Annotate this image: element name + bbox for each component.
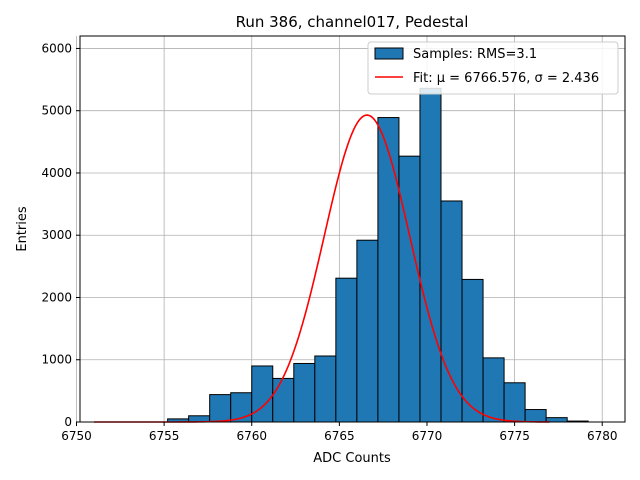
histogram-bar (398, 155, 421, 423)
histogram-bar (503, 382, 526, 423)
histogram-bar (440, 200, 463, 423)
plot-frame (79, 35, 626, 423)
y-tick-label: 1000 (41, 353, 72, 367)
x-tick-label: 6760 (236, 429, 267, 443)
legend-fit-label: Fit: μ = 6766.576, σ = 2.436 (413, 71, 599, 86)
x-tick-label: 6750 (61, 429, 92, 443)
histogram-bar (335, 277, 358, 423)
histogram-bar (293, 362, 316, 423)
histogram-bars (167, 87, 589, 423)
y-tick-label: 3000 (41, 228, 72, 242)
histogram-bar (419, 87, 442, 423)
legend-samples-swatch (374, 47, 404, 60)
histogram-bar (314, 355, 337, 423)
y-tick-label: 2000 (41, 290, 72, 304)
histogram-bar (209, 394, 232, 423)
histogram-bar (272, 377, 295, 423)
x-tick-label: 6780 (587, 429, 618, 443)
y-tick-label: 0 (64, 415, 72, 429)
x-tick-label: 6765 (324, 429, 355, 443)
x-tick-label: 6775 (499, 429, 530, 443)
x-axis-label: ADC Counts (313, 451, 391, 466)
legend-box (367, 41, 619, 95)
x-axis-ticks: 6750 6755 6760 6765 6770 6775 6780 (61, 422, 617, 443)
x-tick-label: 6770 (412, 429, 443, 443)
legend: Samples: RMS=3.1 Fit: μ = 6766.576, σ = … (367, 41, 619, 95)
y-axis-ticks: 0 1000 2000 3000 4000 5000 6000 (41, 41, 80, 429)
x-tick-label: 6755 (149, 429, 180, 443)
histogram-bar (251, 365, 274, 423)
legend-samples-label: Samples: RMS=3.1 (413, 47, 537, 62)
y-tick-label: 5000 (41, 104, 72, 118)
histogram-bar (482, 357, 505, 423)
y-axis-label: Entries (15, 206, 30, 252)
y-tick-label: 6000 (41, 41, 72, 55)
histogram-bar (377, 117, 400, 423)
chart-title: Run 386, channel017, Pedestal (236, 13, 469, 31)
histogram-bar (524, 409, 547, 423)
histogram-bar (356, 239, 379, 423)
y-tick-label: 4000 (41, 166, 72, 180)
